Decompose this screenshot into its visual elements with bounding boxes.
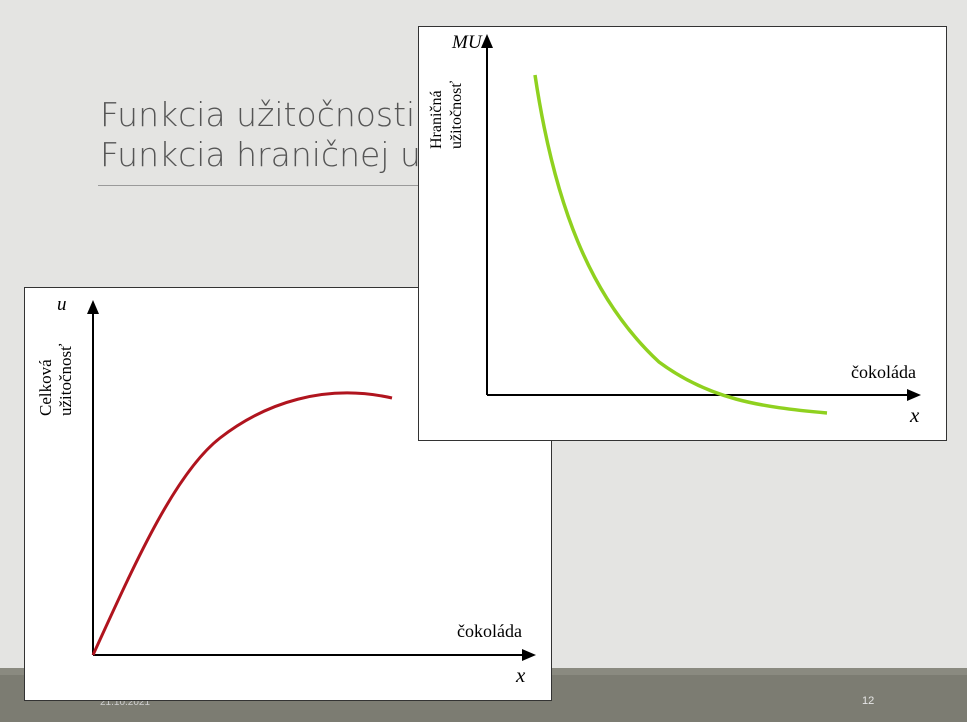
y-axis-label-line-1: Celková — [36, 359, 55, 416]
x-variable-label: x — [515, 663, 526, 687]
title-line-2: Funkcia hraničnej u — [100, 135, 421, 174]
title-underline — [98, 185, 428, 186]
marginal-utility-curve — [533, 74, 828, 415]
marginal-utility-svg: MU Hraničná užitočnosť čokoláda x — [428, 32, 921, 427]
total-utility-svg: u Celková užitočnosť čokoláda x — [36, 294, 536, 687]
y-axis-label-line-2: užitočnosť — [56, 344, 75, 416]
y-axis-label-line-1: Hraničná — [428, 90, 445, 149]
x-variable-label: x — [909, 403, 920, 427]
page-number: 12 — [862, 695, 875, 707]
y-axis-label-line-2: užitočnosť — [448, 81, 465, 149]
marginal-utility-diagram: MU Hraničná užitočnosť čokoláda x — [418, 26, 947, 441]
x-axis-label: čokoláda — [457, 621, 522, 641]
title-line-1: Funkcia užitočnosti — [100, 95, 416, 134]
footer-date: 21.10.2021 — [100, 697, 151, 708]
total-utility-curve — [91, 391, 393, 656]
slide-title: Funkcia užitočnosti Funkcia hraničnej u — [100, 95, 421, 175]
y-variable-label: MU — [451, 32, 483, 53]
x-axis-label: čokoláda — [851, 362, 916, 382]
y-variable-label: u — [57, 294, 67, 315]
